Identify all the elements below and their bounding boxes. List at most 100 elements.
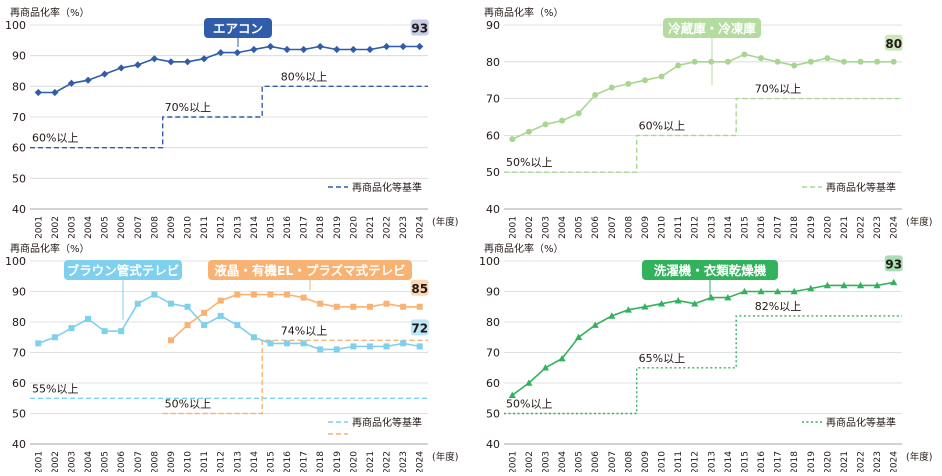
data-point: [791, 62, 798, 69]
data-point: [234, 322, 241, 329]
data-point: [167, 337, 174, 344]
end-value-label: 80: [885, 37, 902, 51]
data-point: [807, 58, 814, 65]
y-tick-label: 50: [12, 408, 26, 421]
x-tick-label: 2021: [840, 216, 850, 239]
data-point: [873, 281, 881, 289]
data-point: [349, 45, 357, 54]
x-tick-label: 2019: [807, 216, 817, 239]
data-point: [525, 128, 532, 135]
y-tick-label: 70: [486, 347, 500, 360]
x-tick-label: 2024: [416, 216, 426, 239]
data-point: [416, 42, 424, 51]
x-tick-label: 2014: [250, 216, 260, 239]
data-point: [167, 300, 174, 307]
data-point: [84, 76, 92, 84]
data-point: [350, 343, 357, 350]
data-point: [641, 303, 649, 310]
data-point: [333, 346, 340, 353]
x-tick-label: 2008: [624, 216, 634, 239]
title-box-bg: [642, 260, 778, 280]
threshold-label: 80%以上: [281, 70, 327, 83]
x-tick-label: 2018: [316, 216, 326, 239]
x-tick-label: 2008: [150, 216, 160, 239]
x-tick-label: 2005: [101, 451, 111, 472]
x-tick-label: 2005: [575, 216, 585, 239]
data-point: [366, 343, 373, 350]
data-point: [790, 287, 798, 295]
series-title: エアコン: [213, 21, 263, 36]
series-title-box: 冷蔵庫・冷凍庫: [663, 18, 761, 85]
data-point: [283, 45, 291, 54]
threshold-line-1: [504, 315, 902, 415]
series-title: 液晶・有機EL・プラズマ式テレビ: [214, 263, 405, 278]
x-tick-label: 2015: [266, 216, 276, 239]
data-point: [657, 300, 666, 307]
y-tick-label: 50: [12, 172, 26, 185]
data-point: [366, 303, 373, 310]
end-value-badge: [410, 19, 429, 36]
x-tick-label: 2002: [51, 216, 61, 239]
data-point: [150, 55, 158, 63]
data-point: [416, 303, 423, 310]
y-tick-label: 60: [12, 142, 26, 155]
y-tick-label: 100: [479, 255, 500, 268]
data-point: [608, 312, 616, 319]
chart-panel-4: 再商品化率（%） 40 50 60 70 80 90 100 2001 2002 2003 2004 2…: [479, 242, 932, 474]
x-tick-label: 2014: [724, 216, 734, 239]
x-tick-label: 2016: [283, 451, 293, 472]
data-point: [151, 291, 158, 298]
y-tick-label: 40: [486, 203, 500, 216]
x-tick-label: 2024: [890, 216, 900, 239]
x-tick-label: 2016: [757, 216, 767, 239]
data-point: [134, 61, 142, 69]
x-tick-label: 2018: [790, 451, 800, 472]
data-point: [575, 110, 582, 117]
x-tick-label: 2007: [134, 216, 144, 239]
x-tick-label: 2010: [184, 451, 194, 472]
threshold-label: 74%以上: [281, 324, 327, 337]
x-tick-label: 2001: [34, 216, 44, 239]
data-point: [774, 58, 781, 65]
x-tick-label: 2005: [101, 216, 111, 239]
data-point: [300, 340, 307, 347]
data-point: [183, 58, 192, 66]
threshold-label: 82%以上: [755, 300, 801, 313]
data-point: [823, 281, 831, 289]
data-point: [266, 42, 275, 51]
data-point: [382, 42, 391, 51]
threshold-line-2: [162, 339, 428, 415]
series-line-1: [38, 45, 420, 94]
threshold-label: 55%以上: [32, 382, 78, 395]
y-tick-label: 90: [486, 286, 500, 299]
data-point: [201, 309, 208, 316]
data-point: [366, 45, 374, 54]
x-tick-label: 2021: [366, 216, 376, 239]
x-tick-label: 2003: [67, 216, 77, 239]
data-point: [807, 284, 815, 292]
x-tick-label: 2020: [823, 451, 833, 472]
x-tick-label: 2004: [558, 451, 568, 472]
x-tick-label: 2009: [641, 216, 651, 239]
x-tick-label: 2016: [283, 216, 293, 239]
y-tick-label: 70: [486, 93, 500, 106]
data-point: [234, 291, 241, 298]
legend-label: 再商品化等基準: [352, 416, 422, 429]
data-point: [856, 281, 865, 289]
series-title-box: ブラウン管式テレビ: [64, 260, 182, 320]
data-point: [333, 303, 340, 310]
threshold-label: 60%以上: [32, 132, 78, 145]
data-point: [558, 355, 566, 362]
x-tick-label: 2006: [117, 216, 127, 239]
threshold-label: 50%以上: [165, 398, 211, 411]
series-title-box: 洗濯機・衣類乾燥機: [642, 260, 778, 300]
data-point: [317, 300, 324, 307]
data-point: [184, 303, 191, 310]
x-tick-label: 2018: [790, 216, 800, 239]
x-tick-label: 2023: [399, 451, 409, 472]
y-tick-label: 80: [12, 316, 26, 329]
data-point: [724, 294, 732, 301]
data-point: [201, 322, 208, 329]
